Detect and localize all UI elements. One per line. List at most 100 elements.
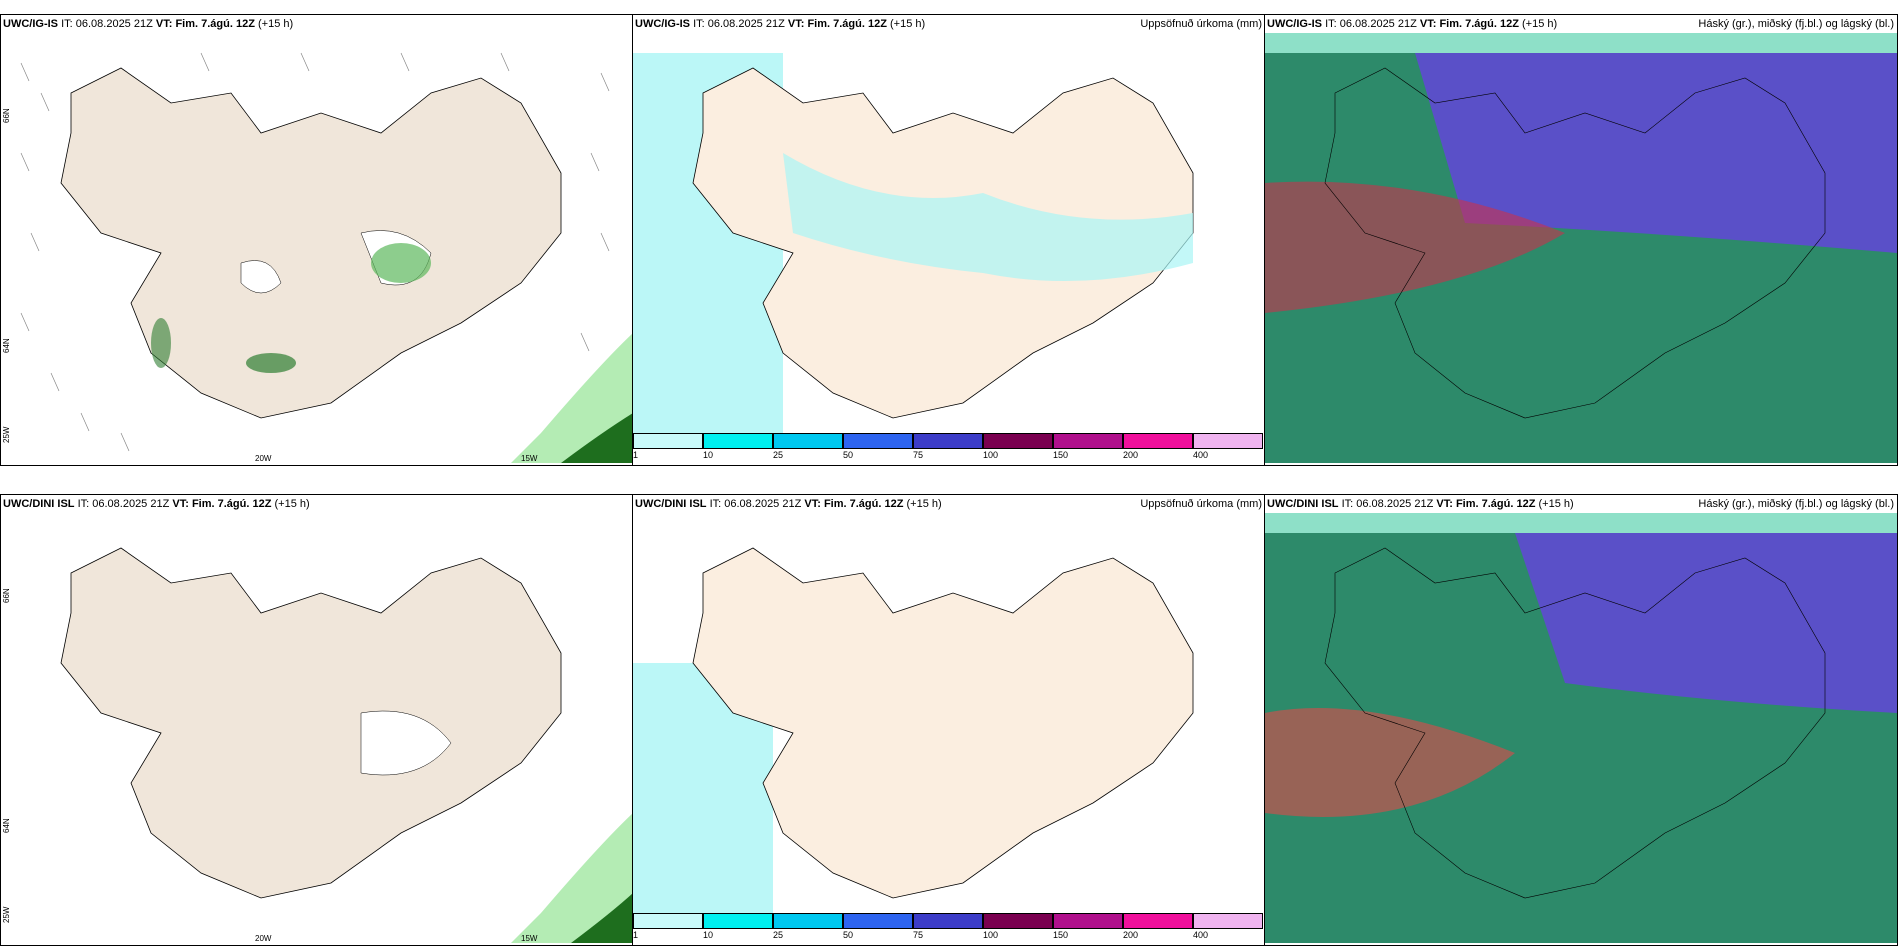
legend-swatch — [1053, 433, 1123, 449]
legend-tick: 400 — [1193, 450, 1209, 460]
precip-map — [633, 33, 1265, 443]
panel-header: UWC/DINI ISL IT: 06.08.2025 21Z VT: Fim.… — [1265, 495, 1897, 513]
legend-swatch — [913, 913, 983, 929]
panel-title: Háský (gr.), miðský (fj.bl.) og lágský (… — [1698, 18, 1894, 30]
vt-label: VT: — [172, 498, 189, 510]
it-value: 06.08.2025 21Z — [724, 498, 802, 510]
it-value: 06.08.2025 21Z — [92, 498, 170, 510]
legend-tick: 25 — [773, 930, 784, 940]
legend-tick: 200 — [1123, 930, 1139, 940]
coastline — [1324, 547, 1826, 899]
vt-label: VT: — [1436, 498, 1453, 510]
vt-label: VT: — [804, 498, 821, 510]
it-label: IT: — [693, 18, 705, 30]
wind-map: 66N 64N 25W 20W 15W — [1, 33, 633, 463]
lon-label: 25W — [2, 426, 11, 443]
lat-label: 64N — [2, 338, 11, 353]
legend-tick: 400 — [1193, 930, 1209, 940]
panel-title: Háský (gr.), miðský (fj.bl.) og lágský (… — [1698, 498, 1894, 510]
lon-label: 25W — [2, 906, 11, 923]
legend-swatch — [773, 433, 843, 449]
legend-tick: 200 — [1123, 450, 1139, 460]
panel-header: UWC/IG-IS IT: 06.08.2025 21Z VT: Fim. 7.… — [633, 15, 1265, 33]
legend-swatch — [1123, 913, 1193, 929]
lead-time: (+15 h) — [906, 498, 942, 510]
model-label: UWC/DINI ISL — [635, 498, 707, 510]
legend-swatch — [983, 433, 1053, 449]
legend-swatch — [913, 433, 983, 449]
model-label: UWC/IG-IS — [3, 18, 58, 30]
legend-swatch — [703, 913, 773, 929]
vt-label: VT: — [155, 18, 173, 30]
vt-value: Fim. 7.ágú. 12Z — [823, 498, 904, 510]
legend-tick: 25 — [773, 450, 784, 460]
panel-header: UWC/IG-IS IT: 06.08.2025 21Z VT: Fim. 7.… — [1, 15, 633, 33]
coastline — [692, 547, 1194, 899]
lat-label: 66N — [2, 588, 11, 603]
legend-tick: 50 — [843, 450, 854, 460]
wind-map: 66N 64N 25W 20W 15W — [1, 513, 633, 943]
lead-time: (+15 h) — [257, 18, 294, 30]
lon-label: 15W — [521, 934, 538, 943]
legend-tick: 150 — [1053, 930, 1069, 940]
panel-header: UWC/DINI ISL IT: 06.08.2025 21Z VT: Fim.… — [633, 495, 1265, 513]
legend-swatch — [1123, 433, 1193, 449]
vt-value: Fim. 7.ágú. 12Z — [1455, 498, 1536, 510]
model-label: UWC/DINI ISL — [3, 498, 75, 510]
legend-swatch — [1193, 913, 1263, 929]
legend-tick: 75 — [913, 450, 924, 460]
vt-label: VT: — [787, 18, 805, 30]
legend-swatch — [843, 913, 913, 929]
it-label: IT: — [709, 498, 722, 510]
panel-header: UWC/DINI ISL IT: 06.08.2025 21Z VT: Fim.… — [1, 495, 633, 513]
it-value: 06.08.2025 21Z — [1356, 498, 1434, 510]
it-value: 06.08.2025 21Z — [1339, 18, 1417, 30]
legend-swatch — [773, 913, 843, 929]
lat-label: 66N — [2, 108, 11, 123]
legend-swatch — [843, 433, 913, 449]
vt-value: Fim. 7.ágú. 12Z — [1439, 18, 1519, 30]
lead-time: (+15 h) — [274, 498, 310, 510]
legend-swatch — [633, 913, 703, 929]
legend-tick: 1 — [633, 450, 639, 460]
panel-title: Uppsöfnuð úrkoma (mm) — [1140, 498, 1262, 510]
legend-swatch — [1053, 913, 1123, 929]
coastline — [60, 67, 562, 419]
legend-swatch — [703, 433, 773, 449]
precip-legend: 1 10 25 50 75 100 150 200 400 — [633, 913, 1263, 940]
coastline — [1324, 67, 1826, 419]
legend-tick: 75 — [913, 930, 924, 940]
panel-cloud-bottom: UWC/DINI ISL IT: 06.08.2025 21Z VT: Fim.… — [1264, 494, 1898, 946]
panel-title: Uppsöfnuð úrkoma (mm) — [1140, 18, 1262, 30]
model-label: UWC/IG-IS — [1267, 18, 1322, 30]
coastline — [60, 547, 562, 899]
lat-label: 64N — [2, 818, 11, 833]
legend-tick: 100 — [983, 930, 999, 940]
it-value: 06.08.2025 21Z — [707, 18, 785, 30]
model-label: UWC/DINI ISL — [1267, 498, 1339, 510]
it-label: IT: — [77, 498, 90, 510]
panel-cloud-top: UWC/IG-IS IT: 06.08.2025 21Z VT: Fim. 7.… — [1264, 14, 1898, 466]
vt-value: Fim. 7.ágú. 12Z — [191, 498, 272, 510]
model-label: UWC/IG-IS — [635, 18, 690, 30]
lead-time: (+15 h) — [1538, 498, 1574, 510]
lon-label: 20W — [255, 934, 272, 943]
legend-swatch — [983, 913, 1053, 929]
panel-wind-top: UWC/IG-IS IT: 06.08.2025 21Z VT: Fim. 7.… — [0, 14, 634, 466]
lead-time: (+15 h) — [1521, 18, 1558, 30]
cloud-map — [1265, 513, 1897, 943]
panel-precip-top: UWC/IG-IS IT: 06.08.2025 21Z VT: Fim. 7.… — [632, 14, 1266, 466]
vt-label: VT: — [1419, 18, 1437, 30]
it-label: IT: — [61, 18, 73, 30]
panel-header: UWC/IG-IS IT: 06.08.2025 21Z VT: Fim. 7.… — [1265, 15, 1897, 33]
vt-value: Fim. 7.ágú. 12Z — [807, 18, 887, 30]
precip-legend: 1 10 25 50 75 100 150 200 400 — [633, 433, 1263, 460]
panel-wind-bottom: UWC/DINI ISL IT: 06.08.2025 21Z VT: Fim.… — [0, 494, 634, 946]
cloud-map — [1265, 33, 1897, 463]
vt-value: Fim. 7.ágú. 12Z — [175, 18, 255, 30]
legend-swatch — [633, 433, 703, 449]
legend-tick: 100 — [983, 450, 999, 460]
it-label: IT: — [1325, 18, 1337, 30]
wind-barbs — [20, 52, 610, 452]
it-value: 06.08.2025 21Z — [75, 18, 153, 30]
